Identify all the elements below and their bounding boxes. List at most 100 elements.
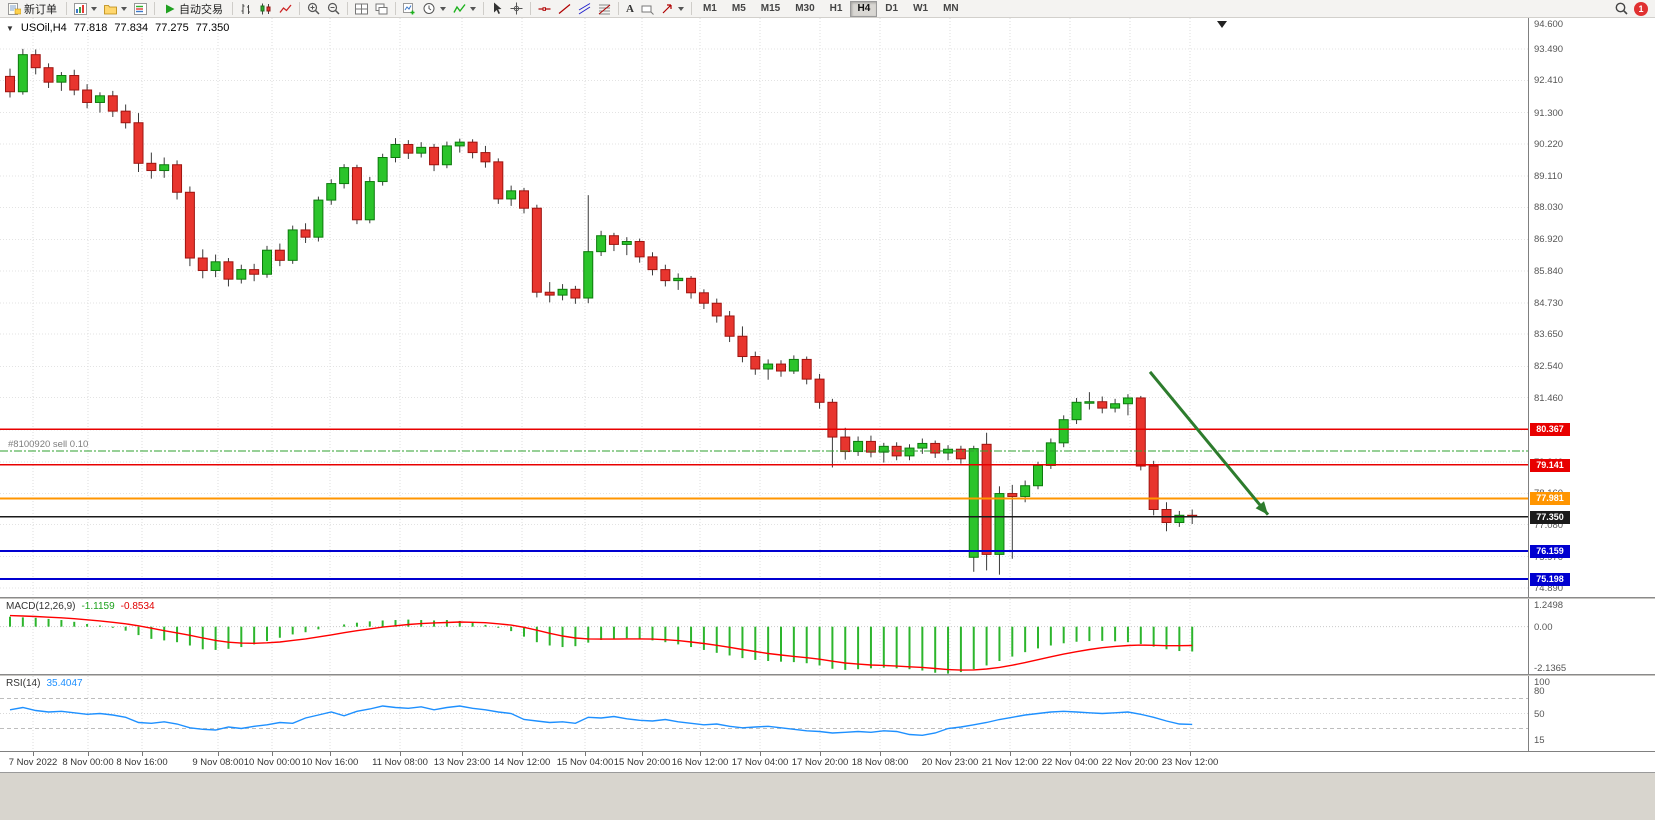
cursor-button[interactable] <box>488 1 506 17</box>
axis-price-label: 86.920 <box>1534 234 1564 246</box>
axis-price-label: 82.540 <box>1534 361 1564 373</box>
market-watch-button[interactable] <box>131 1 150 17</box>
timeframe-m1-button[interactable]: M1 <box>696 1 724 17</box>
horizontal-level-lines[interactable] <box>0 428 1528 581</box>
axis-time-label: 9 Nov 08:00 <box>192 757 244 768</box>
axis-time-label: 18 Nov 08:00 <box>851 757 909 768</box>
new-order-button[interactable]: 新订单 <box>3 1 62 17</box>
axis-time-label: 20 Nov 23:00 <box>921 757 979 768</box>
indicators-button[interactable] <box>450 1 479 17</box>
tile-windows-button[interactable] <box>352 1 371 17</box>
autotrading-button[interactable]: 自动交易 <box>159 1 228 17</box>
cascade-windows-button[interactable] <box>372 1 391 17</box>
channel-button[interactable] <box>575 1 594 17</box>
line-chart-button[interactable] <box>276 1 295 17</box>
zoom-in-icon <box>307 2 320 15</box>
price-axis[interactable]: 94.600 93.490 92.410 91.300 90.220 89.110 88.0… <box>1529 0 1655 772</box>
axis-time-label: 16 Nov 12:00 <box>671 757 729 768</box>
new-order-plus-button[interactable] <box>400 1 419 17</box>
time-axis[interactable]: 7 Nov 2022 8 Nov 00:00 8 Nov 16:00 9 Nov 08… <box>0 751 1655 772</box>
timeframe-m15-button[interactable]: M15 <box>754 1 787 17</box>
axis-price-label: -2.1365 <box>1534 663 1567 674</box>
time-tick <box>218 752 219 756</box>
axis-time-label: 22 Nov 04:00 <box>1041 757 1099 768</box>
axis-time-label: 22 Nov 20:00 <box>1101 757 1159 768</box>
timeframe-m30-button[interactable]: M30 <box>788 1 821 17</box>
time-tick <box>760 752 761 756</box>
profiles-button[interactable] <box>101 1 130 17</box>
new-chart-button[interactable] <box>71 1 100 17</box>
high-value: 77.834 <box>114 22 149 34</box>
low-value: 77.275 <box>155 22 189 34</box>
axis-time-label: 17 Nov 04:00 <box>731 757 789 768</box>
macd-main-value: -1.1159 <box>81 601 115 612</box>
timeframe-d1-button[interactable]: D1 <box>878 1 905 17</box>
time-tick <box>88 752 89 756</box>
axis-price-label: 50 <box>1534 708 1545 720</box>
trend-arrow[interactable] <box>1148 370 1270 516</box>
text-tool-icon: A <box>626 2 634 15</box>
toolbar-separator <box>154 2 155 15</box>
candles[interactable] <box>5 48 1198 575</box>
time-tick <box>950 752 951 756</box>
indicators-icon <box>453 3 466 13</box>
zoom-out-icon <box>327 2 340 15</box>
crosshair-button[interactable] <box>507 1 526 17</box>
timeframe-h1-button[interactable]: H1 <box>823 1 850 17</box>
axis-price-label: 94.600 <box>1534 19 1564 30</box>
dropdown-caret-icon <box>440 6 446 11</box>
toolbar-separator <box>299 2 300 15</box>
text-button[interactable]: A <box>623 1 637 17</box>
axis-time-label: 8 Nov 16:00 <box>116 757 168 768</box>
periods-button[interactable] <box>420 1 449 17</box>
axis-price-label: 93.490 <box>1534 44 1564 56</box>
equidistant-channel-icon <box>578 2 591 14</box>
profiles-folder-icon <box>104 4 117 14</box>
axis-price-label: 85.840 <box>1534 265 1564 277</box>
timeframe-h4-button[interactable]: H4 <box>850 0 878 17</box>
macd-label: MACD(12,26,9) -1.1159 -0.8534 <box>6 601 155 612</box>
search-button[interactable] <box>1612 1 1631 17</box>
timeframe-m5-button[interactable]: M5 <box>725 1 753 17</box>
arrow-tool-icon <box>662 3 672 13</box>
pane-separator[interactable] <box>0 674 1655 676</box>
timeframe-mn-button[interactable]: MN <box>936 1 966 17</box>
horizontal-line-button[interactable] <box>535 1 554 17</box>
candlestick-chart-button[interactable] <box>256 1 275 17</box>
axis-time-label: 17 Nov 20:00 <box>791 757 849 768</box>
axis-price-label: 15 <box>1534 734 1545 746</box>
trendline-button[interactable] <box>555 1 574 17</box>
bar-chart-button[interactable] <box>237 1 255 17</box>
text-label-button[interactable] <box>638 1 657 17</box>
timeframe-w1-button[interactable]: W1 <box>906 1 935 17</box>
fibonacci-icon <box>598 4 611 14</box>
chart-symbol-header: ▼ USOil,H4 77.818 77.834 77.275 77.350 <box>6 22 229 34</box>
notifications-badge[interactable]: 1 <box>1634 1 1648 16</box>
time-tick <box>400 752 401 756</box>
arrows-button[interactable] <box>658 1 687 17</box>
fibonacci-button[interactable] <box>595 1 614 17</box>
toolbar-separator <box>690 2 692 15</box>
zoom-in-button[interactable] <box>304 1 323 17</box>
macd-name: MACD(12,26,9) <box>6 601 76 612</box>
one-click-collapse-icon[interactable]: ▼ <box>6 23 14 33</box>
zoom-out-button[interactable] <box>324 1 343 17</box>
price-tag: 77.981 <box>1530 492 1570 506</box>
market-watch-icon <box>134 2 147 15</box>
pane-separator[interactable] <box>0 597 1655 599</box>
new-chart-icon <box>74 2 87 15</box>
search-icon <box>1615 2 1628 15</box>
main-price-pane[interactable] <box>0 18 1528 597</box>
axis-price-label: 0.00 <box>1534 621 1553 633</box>
text-label-icon <box>641 5 654 15</box>
macd-signal-line <box>9 614 1193 671</box>
dropdown-caret-icon <box>677 6 684 11</box>
macd-signal-value: -0.8534 <box>120 601 155 612</box>
clock-icon <box>423 3 435 14</box>
time-tick <box>142 752 143 756</box>
rsi-indicator-pane[interactable] <box>0 676 1528 751</box>
axis-time-label: 8 Nov 00:00 <box>62 757 114 768</box>
macd-indicator-pane[interactable] <box>0 599 1528 674</box>
dropdown-caret-icon <box>121 6 127 11</box>
axis-time-label: 7 Nov 2022 <box>8 757 58 768</box>
